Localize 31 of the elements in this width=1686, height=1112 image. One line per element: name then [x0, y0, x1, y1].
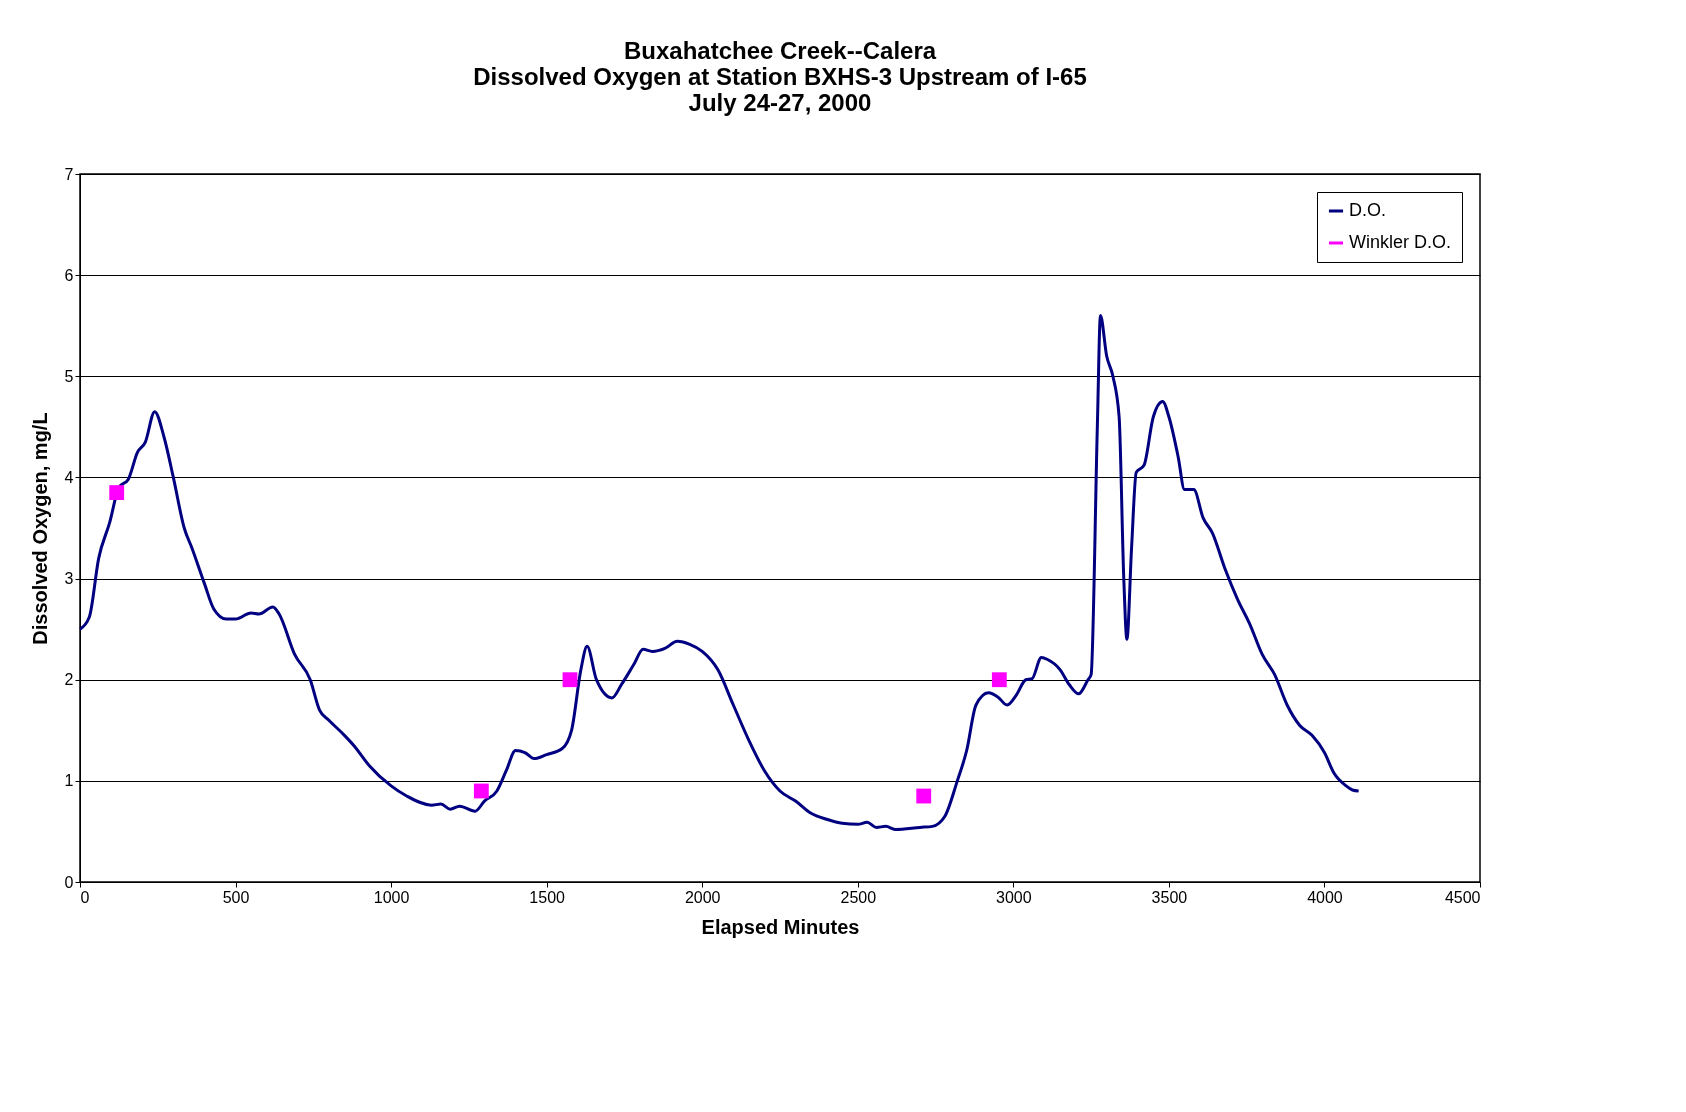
x-tick-label: 0	[80, 888, 90, 906]
y-tick-label: 0	[64, 873, 74, 891]
point	[991, 672, 1007, 688]
point	[473, 783, 489, 799]
point	[109, 485, 125, 501]
text: July 24-27, 2000	[688, 89, 872, 116]
x-tick-label: 2000	[684, 888, 721, 906]
y-tick-label: 4	[64, 468, 74, 486]
y-tick-label: 5	[64, 367, 74, 385]
x-tick-label: 3000	[996, 888, 1032, 906]
y-tick-label: 7	[64, 165, 74, 183]
x-tick-label: 4500	[1444, 888, 1481, 906]
y-tick-label: 6	[64, 266, 74, 284]
legend-label: D.O.	[1349, 200, 1387, 220]
x-axis-title: Elapsed Minutes	[701, 915, 860, 938]
y-tick-label: 3	[64, 570, 74, 588]
y-tick-label: 2	[64, 671, 74, 689]
point	[916, 788, 932, 804]
x-tick-label: 2500	[840, 888, 877, 906]
point	[562, 672, 578, 688]
y-axis-title: Dissolved Oxygen, mg/L	[28, 412, 51, 645]
x-tick-label: 1500	[529, 888, 566, 906]
text: Dissolved Oxygen at Station BXHS-3 Upstream of I-65	[473, 63, 1087, 90]
line-series	[78, 314, 1361, 831]
x-tick-label: 3500	[1151, 888, 1188, 906]
legend-label: Winkler D.O.	[1349, 232, 1452, 252]
y-tick-label: 1	[64, 772, 74, 790]
x-tick-label: 500	[222, 888, 250, 906]
x-tick-label: 4000	[1307, 888, 1343, 906]
x-tick-label: 1000	[373, 888, 410, 906]
text: Buxahatchee Creek--Calera	[623, 37, 937, 64]
